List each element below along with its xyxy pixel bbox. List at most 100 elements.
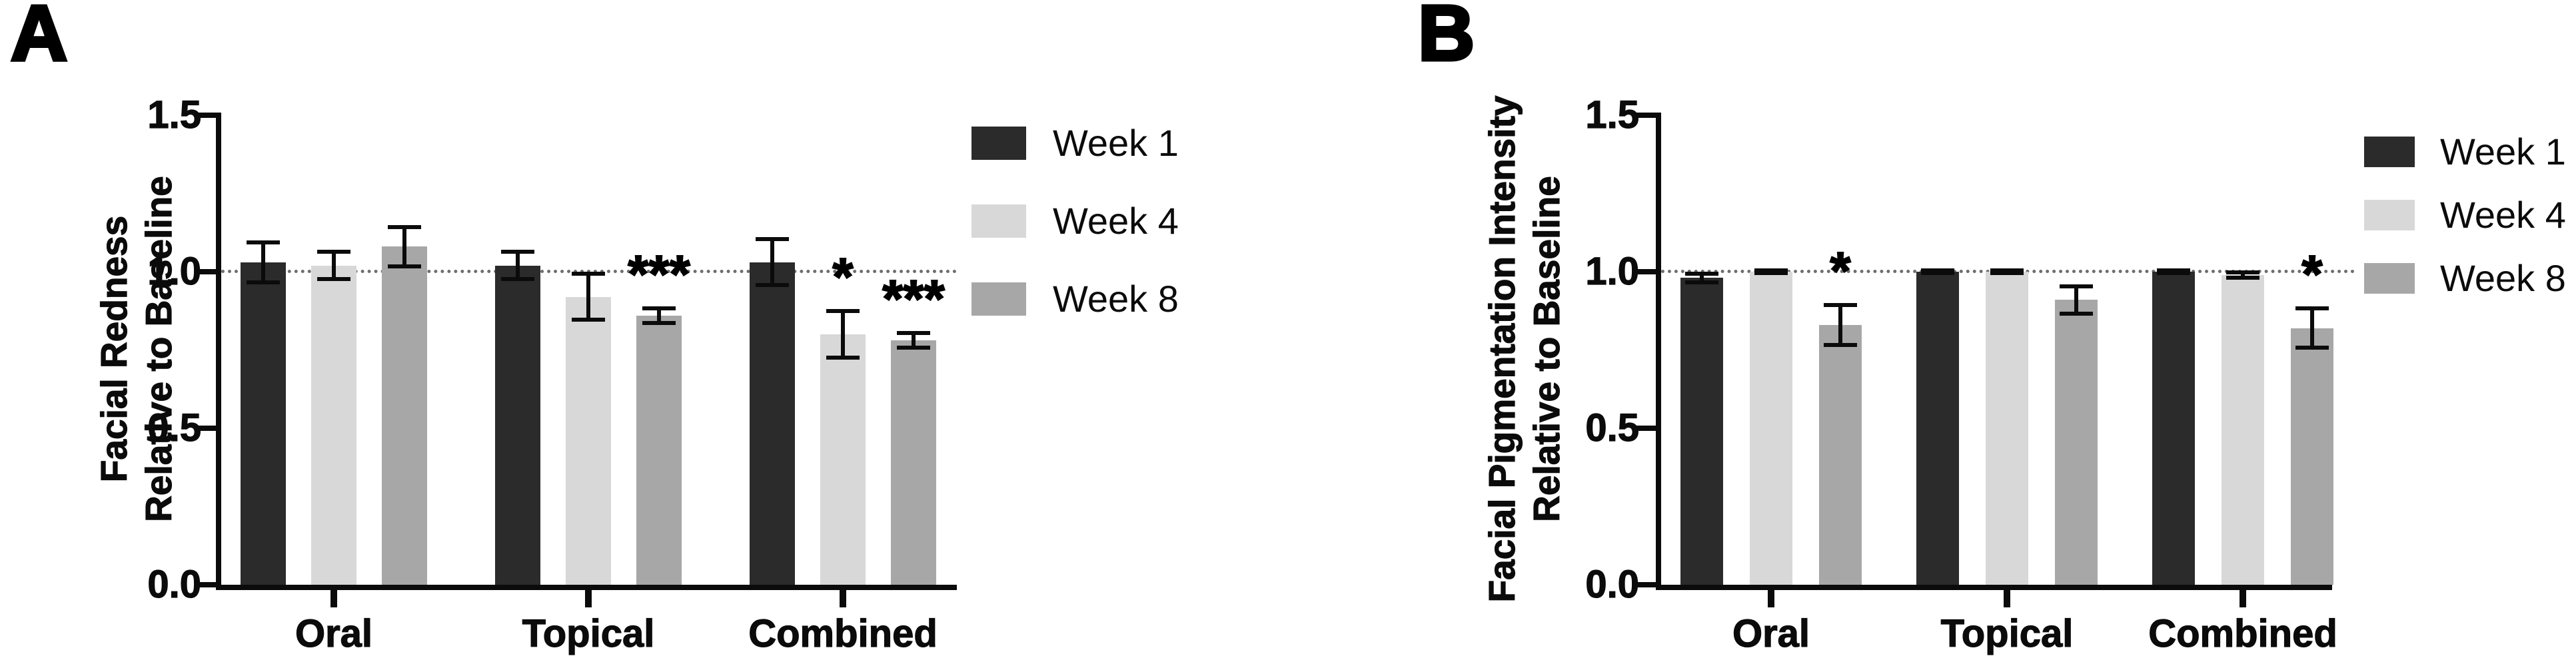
panel-a-errorbar-combined-week-8 [897,331,930,350]
panel-b-bar-topical-week-4 [1986,272,2028,585]
panel-a-x-tickmark-oral [330,590,337,607]
panel-a-y-tick-label-0.0: 0.0 [147,562,202,606]
panel-a-errorbar-oral-week-8 [388,224,421,269]
panel-b-y-tickmark-0.5 [1636,426,1656,431]
panel-a-y-tick-label-0.5: 0.5 [147,406,202,450]
panel-b-errorbar-part [1754,270,1788,275]
panel-b-bar-topical-week-8 [2055,300,2098,585]
panel-b-legend-swatch-week-8 [2364,263,2415,294]
panel-b-errorbar-oral-week-8 [1824,303,1857,347]
panel-b-x-category-label-oral: Oral [1732,611,1810,655]
panel-b-errorbar-topical-week-4 [1990,268,2024,275]
panel-a-errorbar-topical-week-4 [572,272,605,322]
panel-a-errorbar-part [388,224,421,229]
panel-a-letter: A [9,0,69,78]
panel-b-y-axis-title-line1: Facial Pigmentation Intensity [1481,95,1523,603]
panel-b-bar-oral-week-4 [1750,272,1792,585]
panel-a-errorbar-part [501,250,534,254]
panel-b-legend-swatch-week-4 [2364,200,2415,230]
panel-a-y-tick-label-1.5: 1.5 [147,93,202,137]
panel-b-bar-topical-week-1 [1916,272,1959,585]
panel-b-y-axis-line [1656,113,1661,585]
panel-b-errorbar-combined-week-4 [2226,270,2259,280]
panel-a-y-tickmark-0.5 [196,426,216,431]
panel-b-errorbar-part [1824,342,1857,347]
panel-a-errorbar-part [572,272,605,276]
panel-a-errorbar-part [897,331,930,336]
panel-b-errorbar-part [2074,284,2078,316]
panel-b-y-axis-title-line2: Relative to Baseline [1525,176,1567,523]
panel-b-errorbar-oral-week-1 [1685,272,1718,284]
panel-a-significance-combined-week-8: *** [882,269,945,329]
panel-b-y-tickmark-0.0 [1636,582,1656,587]
panel-a-errorbar-part [317,277,350,282]
panel-b-errorbar-part [2310,306,2314,350]
panel-b-errorbar-part [1700,272,1704,284]
panel-a-errorbar-part [247,280,280,284]
panel-b-errorbar-topical-week-8 [2060,284,2093,316]
panel-b-y-tickmark-1.5 [1636,113,1656,118]
panel-b-errorbar-combined-week-1 [2157,268,2190,275]
panel-a-errorbar-part [826,355,860,360]
panel-a-y-tickmark-1.5 [196,113,216,118]
panel-a-bar-combined-week-8 [891,340,936,585]
panel-b-errorbar-part [2157,268,2190,273]
panel-b-errorbar-part [2241,270,2245,280]
panel-b-errorbar-part [1921,268,1954,273]
panel-a-y-axis-line [216,113,221,585]
panel-b-errorbar-part [2060,311,2093,316]
panel-a-errorbar-part [572,318,605,322]
panel-a-errorbar-part [642,306,676,310]
panel-a-significance-combined-week-4: * [832,247,854,307]
panel-a-bar-topical-week-4 [566,296,611,585]
panel-b-errorbar-part [1990,270,2024,275]
panel-a-legend-label-week-1: Week 1 [1053,122,1179,164]
panel-b-errorbar-part [2295,346,2329,350]
panel-a-errorbar-part [826,309,860,314]
panel-a-errorbar-topical-week-1 [501,250,534,282]
panel-a-errorbar-part [912,331,916,350]
panel-b-bar-combined-week-8 [2291,328,2333,585]
panel-b-y-axis-title: Facial Pigmentation Intensity Relative t… [1480,95,1569,603]
panel-a-x-category-label-topical: Topical [522,611,655,655]
panel-a-y-axis-title-line1: Facial Redness [93,215,135,483]
panel-b-legend-label-week-8: Week 8 [2440,257,2566,299]
panel-b-x-category-label-combined: Combined [2148,611,2338,655]
panel-a-bar-oral-week-1 [241,262,286,585]
panel-a-errorbar-part [770,237,774,288]
panel-b-x-tickmark-topical [2004,590,2010,607]
panel-b-x-category-label-topical: Topical [1940,611,2074,655]
panel-b-bar-oral-week-8 [1819,324,1862,585]
panel-b-significance-combined-week-8: * [2301,244,2323,304]
panel-b-legend-label-week-1: Week 1 [2440,131,2566,172]
panel-b-errorbar-topical-week-1 [1921,268,1954,275]
panel-b-errorbar-oral-week-4 [1754,268,1788,275]
panel-a-errorbar-part [642,320,676,325]
panel-b-errorbar-part [1824,303,1857,307]
panel-a-errorbar-part [516,250,520,282]
panel-a-legend-label-week-8: Week 8 [1053,278,1179,320]
panel-b-bar-combined-week-1 [2152,272,2195,585]
panel-b-y-tick-label-1.5: 1.5 [1585,93,1640,137]
panel-b-errorbar-part [1685,280,1718,284]
panel-a-errorbar-oral-week-1 [247,240,280,284]
panel-a-errorbar-part [756,283,789,288]
panel-a-bar-oral-week-8 [382,246,427,585]
panel-a-x-tickmark-topical [585,590,592,607]
panel-a-bar-topical-week-8 [636,315,682,585]
panel-b-errorbar-part [1685,272,1718,276]
panel-a-x-category-label-oral: Oral [295,611,373,655]
panel-a-bar-oral-week-4 [311,265,356,585]
panel-b-x-tickmark-oral [1768,590,1774,607]
panel-a-legend-swatch-week-1 [971,127,1026,160]
panel-a-errorbar-part [261,240,265,284]
panel-a-bar-topical-week-1 [495,265,540,585]
panel-a-reference-line [221,270,957,273]
panel-b-errorbar-part [1990,268,2024,273]
panel-a-bar-combined-week-4 [820,334,866,585]
panel-a-errorbar-part [332,250,336,282]
panel-a-errorbar-part [586,272,590,322]
panel-a-errorbar-part [897,346,930,350]
panel-b-errorbar-part [2157,270,2190,275]
